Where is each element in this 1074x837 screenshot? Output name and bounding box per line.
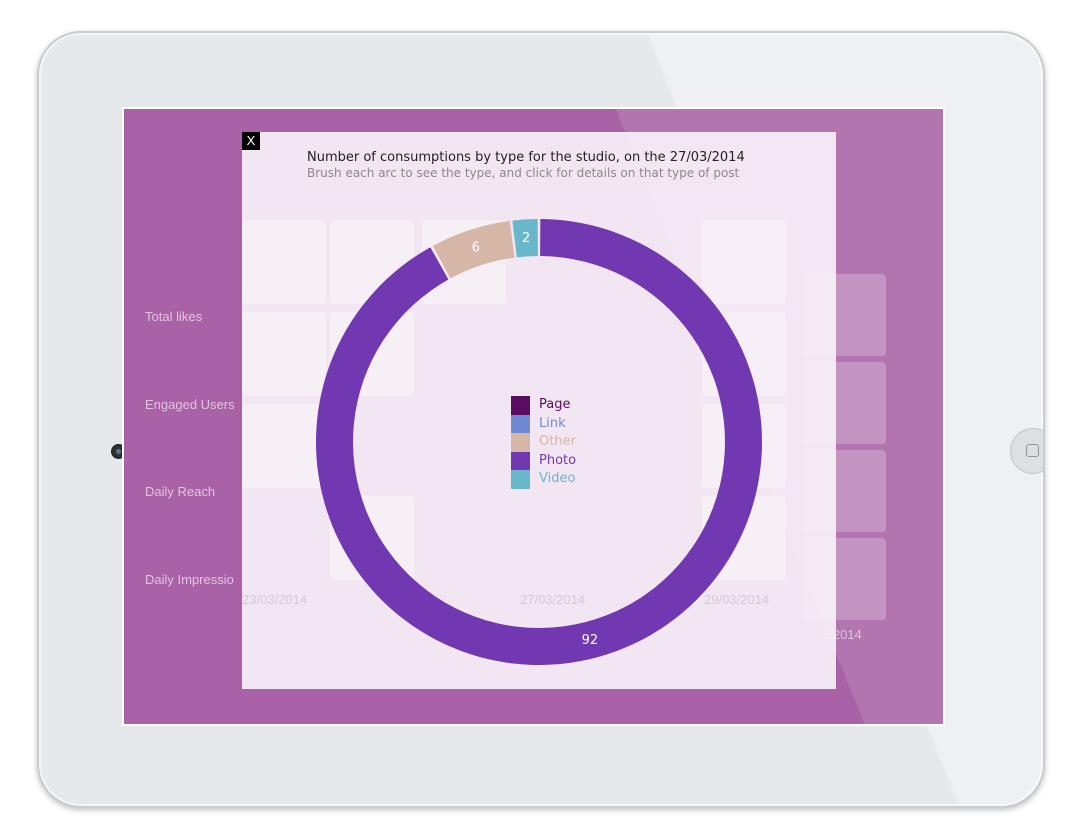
row-label-total-likes: Total likes <box>145 309 203 324</box>
legend-label: Photo <box>539 452 577 468</box>
donut-slice-video[interactable] <box>512 219 538 258</box>
row-label-daily-impressions: Daily Impressio <box>145 572 234 587</box>
legend-item-page: Page <box>511 396 576 415</box>
close-button[interactable]: X <box>242 132 260 150</box>
legend-label: Page <box>539 397 571 413</box>
ghost-cell <box>702 220 786 304</box>
ghost-date-label: 27/03/2014 <box>520 592 586 607</box>
donut-slice-other[interactable] <box>432 220 515 279</box>
chart-subtitle: Brush each arc to see the type, and clic… <box>307 166 740 180</box>
legend-swatch <box>511 470 530 489</box>
ghost-date-label: 23/03/2014 <box>242 592 308 607</box>
legend-label: Link <box>539 415 566 431</box>
donut-chart: 2 6 92 <box>316 219 763 665</box>
home-square-icon <box>1026 444 1039 457</box>
chart-legend: Page Link Other Photo Video <box>511 396 576 489</box>
legend-item-video: Video <box>511 470 576 489</box>
legend-item-other: Other <box>511 433 576 452</box>
legend-swatch <box>511 414 530 433</box>
legend-swatch <box>511 433 530 452</box>
ghost-cell <box>242 404 326 488</box>
row-label-daily-reach: Daily Reach <box>145 484 216 499</box>
legend-label: Video <box>539 471 576 487</box>
donut-label-video: 2 <box>522 231 530 246</box>
legend-swatch <box>511 396 530 415</box>
chart-title: Number of consumptions by type for the s… <box>307 150 745 165</box>
ghost-cell <box>242 220 326 304</box>
legend-item-photo: Photo <box>511 451 577 470</box>
donut-label-other: 6 <box>472 241 480 256</box>
donut-label-photo: 92 <box>582 633 599 648</box>
legend-swatch <box>511 451 530 470</box>
ghost-cell <box>242 312 326 396</box>
legend-item-link: Link <box>511 414 576 433</box>
row-label-engaged-users: Engaged Users <box>145 397 235 412</box>
legend-label: Other <box>539 434 576 450</box>
ghost-date-label: 29/03/2014 <box>704 592 770 607</box>
